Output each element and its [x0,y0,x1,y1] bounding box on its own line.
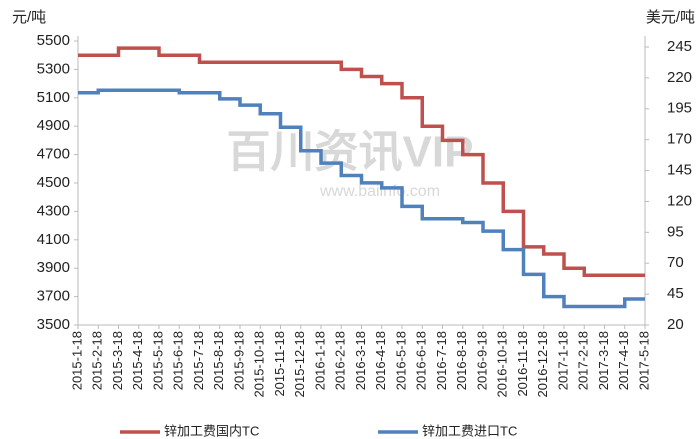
x-tick-label: 2015-8-18 [211,331,226,390]
y2-tick-label: 170 [667,131,692,148]
x-tick-label: 2015-1-18 [69,331,84,390]
x-tick-label: 2016-8-18 [454,331,469,390]
x-tick-label: 2017-3-18 [596,331,611,390]
y2-tick-label: 95 [667,223,684,240]
x-tick-label: 2017-5-18 [636,331,651,390]
x-tick-label: 2015-9-18 [231,331,246,390]
y-tick-label: 4300 [37,202,70,219]
y2-tick-label: 120 [667,192,692,209]
y-tick-label: 4700 [37,146,70,163]
x-tick-label: 2015-12-18 [292,331,307,398]
x-tick-label: 2015-6-18 [171,331,186,390]
x-tick-label: 2015-10-18 [252,331,267,398]
x-tick-label: 2016-12-18 [535,331,550,398]
x-tick-label: 2015-4-18 [130,331,145,390]
series-line [78,88,645,309]
y2-axis-label: 美元/吨 [646,9,695,26]
y2-tick-label: 145 [667,162,692,179]
series-line [78,46,645,278]
x-tick-label: 2015-7-18 [191,331,206,390]
x-tick-label: 2016-4-18 [373,331,388,390]
y2-tick-label: 245 [667,38,692,55]
x-tick-label: 2016-3-18 [353,331,368,390]
x-tick-label: 2016-1-18 [312,331,327,390]
x-tick-label: 2016-11-18 [515,331,530,397]
x-tick-label: 2016-9-18 [474,331,489,390]
x-tick-label: 2017-4-18 [616,331,631,390]
y2-tick-label: 220 [667,69,692,86]
x-tick-label: 2016-2-18 [333,331,348,390]
y-tick-label: 3900 [37,259,70,276]
x-tick-label: 2015-3-18 [110,331,125,390]
y-tick-label: 4900 [37,117,70,134]
x-tick-label: 2017-2-18 [576,331,591,390]
y2-tick-label: 70 [667,254,684,271]
y2-tick-label: 195 [667,100,692,117]
y-axis-label: 元/吨 [12,9,46,26]
x-tick-label: 2015-5-18 [150,331,165,390]
x-tick-label: 2015-2-18 [90,331,105,390]
x-tick-label: 2016-5-18 [393,331,408,390]
x-tick-label: 2016-6-18 [414,331,429,390]
watermark: 百川资讯VIP [227,128,474,177]
y-tick-label: 5300 [37,60,70,77]
y-tick-label: 3700 [37,288,70,305]
y2-tick-label: 45 [667,285,684,302]
y2-tick-label: 20 [667,316,684,333]
x-tick-label: 2015-11-18 [272,331,287,397]
y-tick-label: 5100 [37,89,70,106]
y-tick-label: 4500 [37,174,70,191]
y-tick-label: 5500 [37,32,70,49]
x-tick-label: 2016-7-18 [434,331,449,390]
y-tick-label: 3500 [37,316,70,333]
legend-label: 锌加工费国内TC [164,423,259,438]
x-tick-label: 2017-1-18 [555,331,570,390]
watermark-url: www.baiinfo.com [319,183,440,200]
legend-label: 锌加工费进口TC [422,423,517,438]
y-tick-label: 4100 [37,231,70,248]
x-tick-label: 2016-10-18 [495,331,510,398]
